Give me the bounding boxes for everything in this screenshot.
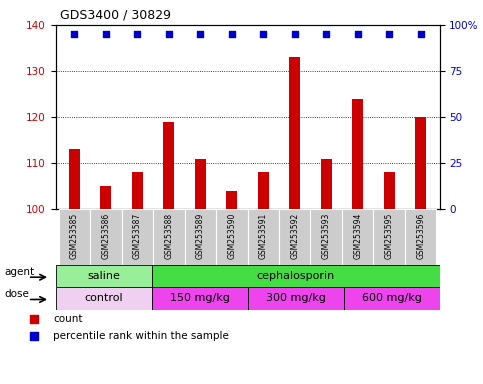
Bar <box>279 209 311 265</box>
Point <box>165 31 173 37</box>
Bar <box>311 209 342 265</box>
Bar <box>100 186 112 209</box>
Bar <box>342 209 373 265</box>
Text: saline: saline <box>87 271 120 281</box>
Point <box>417 31 425 37</box>
Text: GDS3400 / 30829: GDS3400 / 30829 <box>60 8 171 21</box>
Point <box>133 31 141 37</box>
Bar <box>56 265 152 287</box>
Bar <box>163 122 174 209</box>
Point <box>228 31 236 37</box>
Text: GSM253595: GSM253595 <box>384 213 394 259</box>
Bar <box>152 265 440 287</box>
Text: dose: dose <box>5 289 30 299</box>
Text: GSM253592: GSM253592 <box>290 213 299 259</box>
Point <box>385 31 393 37</box>
Bar <box>258 172 269 209</box>
Text: count: count <box>53 314 83 324</box>
Text: GSM253589: GSM253589 <box>196 213 205 259</box>
Bar <box>59 209 90 265</box>
Point <box>30 333 38 339</box>
Bar <box>405 209 436 265</box>
Bar <box>248 209 279 265</box>
Bar <box>415 117 426 209</box>
Text: GSM253588: GSM253588 <box>164 213 173 259</box>
Bar <box>122 209 153 265</box>
Point <box>291 31 298 37</box>
Text: GSM253585: GSM253585 <box>70 213 79 259</box>
Bar <box>343 287 440 310</box>
Text: GSM253596: GSM253596 <box>416 213 425 259</box>
Bar <box>352 99 363 209</box>
Bar <box>373 209 405 265</box>
Bar <box>321 159 332 209</box>
Bar <box>384 172 395 209</box>
Text: cephalosporin: cephalosporin <box>256 271 335 281</box>
Bar <box>90 209 122 265</box>
Bar <box>185 209 216 265</box>
Text: GSM253591: GSM253591 <box>259 213 268 259</box>
Point <box>259 31 267 37</box>
Bar <box>152 287 248 310</box>
Point <box>322 31 330 37</box>
Bar <box>56 287 152 310</box>
Point <box>102 31 110 37</box>
Text: 150 mg/kg: 150 mg/kg <box>170 293 229 303</box>
Point <box>71 31 78 37</box>
Text: 600 mg/kg: 600 mg/kg <box>362 293 422 303</box>
Text: agent: agent <box>5 266 35 276</box>
Text: GSM253587: GSM253587 <box>133 213 142 259</box>
Text: GSM253590: GSM253590 <box>227 213 236 259</box>
Bar <box>195 159 206 209</box>
Text: percentile rank within the sample: percentile rank within the sample <box>53 331 229 341</box>
Bar <box>132 172 143 209</box>
Bar <box>216 209 248 265</box>
Bar <box>289 57 300 209</box>
Text: GSM253594: GSM253594 <box>353 213 362 259</box>
Point <box>354 31 362 37</box>
Text: 300 mg/kg: 300 mg/kg <box>266 293 326 303</box>
Bar <box>153 209 185 265</box>
Text: GSM253593: GSM253593 <box>322 213 331 259</box>
Bar <box>69 149 80 209</box>
Bar <box>248 287 343 310</box>
Point <box>197 31 204 37</box>
Point <box>30 316 38 322</box>
Text: control: control <box>84 293 123 303</box>
Bar <box>227 191 237 209</box>
Text: GSM253586: GSM253586 <box>101 213 111 259</box>
